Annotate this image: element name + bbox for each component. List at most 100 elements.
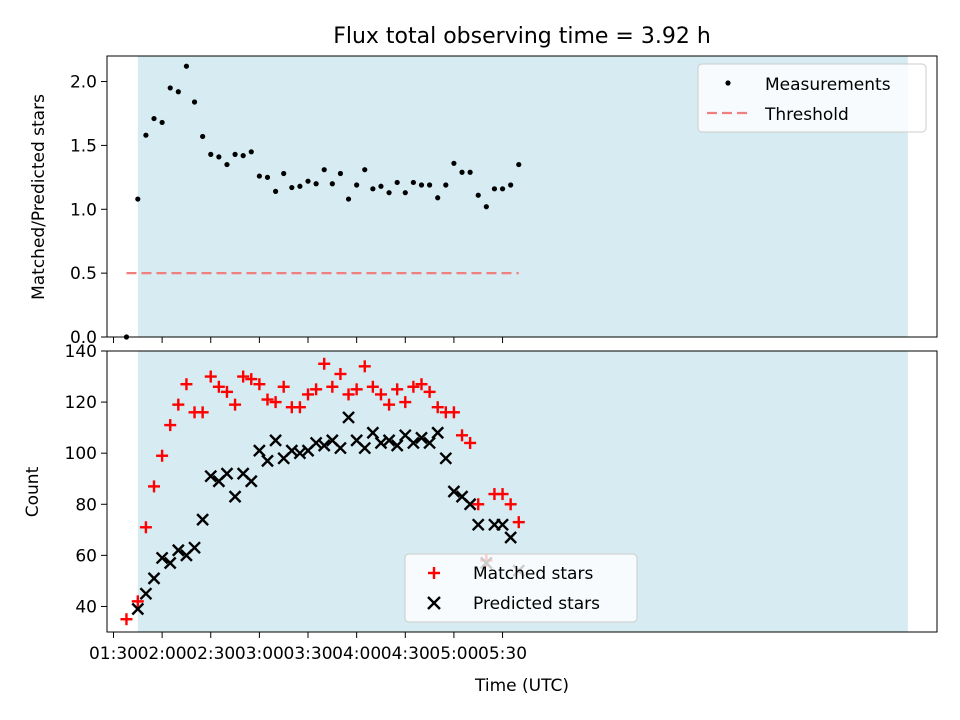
bottom-legend: Matched stars Predicted stars — [404, 553, 638, 623]
matched-star-point — [407, 380, 420, 393]
predicted-star-point — [390, 439, 404, 452]
predicted-star-point — [504, 531, 518, 544]
measurement-point — [135, 196, 141, 202]
measurement-point — [370, 186, 376, 192]
matched-star-point — [253, 378, 266, 391]
measurement-point — [345, 196, 352, 202]
predicted-star-point — [431, 426, 445, 440]
matched-star-point — [148, 480, 161, 493]
legend-predicted-marker — [427, 596, 441, 610]
measurement-point — [183, 63, 190, 69]
bottom-panel: 40 60 80 100 120 140 01:30 02:00 02:30 03:00 03:3… — [23, 342, 938, 696]
matched-star-point — [383, 398, 396, 411]
x-tick-label: 01:30 — [89, 644, 138, 664]
matched-star-point — [310, 383, 323, 396]
measurement-point — [313, 181, 319, 187]
matched-star-point — [326, 380, 339, 393]
legend-matched-marker — [428, 567, 440, 579]
measurement-point — [159, 119, 165, 126]
measurement-point — [281, 170, 287, 177]
measurement-point — [362, 167, 368, 173]
bottom-legend-box — [404, 553, 638, 623]
matched-star-point — [464, 436, 477, 449]
matched-star-point — [131, 595, 144, 608]
matched-star-point — [180, 378, 193, 391]
predicted-star-point — [261, 454, 274, 468]
predicted-star-point — [447, 485, 461, 498]
matched-star-point — [456, 429, 469, 442]
matched-star-point — [366, 380, 379, 393]
matched-star-point — [496, 488, 509, 501]
matched-star-point — [293, 401, 306, 414]
predicted-star-point — [471, 518, 485, 532]
y-tick-label: 1.0 — [70, 200, 97, 220]
y-tick-label: 100 — [65, 444, 97, 464]
matched-star-point — [196, 406, 209, 419]
top-panel: 0.00.51.01.52.0 Matched/Predicted stars … — [29, 55, 938, 348]
measurement-point — [410, 179, 416, 186]
measurement-point — [175, 89, 181, 95]
matched-star-point — [415, 378, 428, 391]
matched-star-point — [447, 406, 460, 419]
y-tick-label: 40 — [75, 597, 97, 617]
measurement-point — [216, 154, 222, 160]
legend-predicted-label: Predicted stars — [473, 594, 600, 614]
predicted-star-point — [366, 426, 380, 440]
measurement-point — [337, 170, 344, 177]
predicted-star-point — [407, 436, 420, 450]
top-plot-frame — [106, 55, 938, 338]
measurement-point — [418, 182, 425, 188]
x-tick-label: 02:30 — [186, 644, 235, 664]
measurement-point — [232, 151, 238, 157]
predicted-star-point — [293, 446, 307, 460]
predicted-star-point — [139, 587, 153, 601]
measurement-point — [483, 204, 489, 210]
bottom-x-axis: 01:30 02:00 02:30 03:00 03:30 04:00 04:30 05:00… — [89, 632, 527, 664]
predicted-star-point — [147, 572, 161, 585]
measurement-point — [329, 181, 335, 187]
predicted-star-point — [196, 513, 209, 526]
predicted-star-point — [171, 543, 185, 557]
measurement-point — [467, 169, 473, 175]
measurement-point — [321, 167, 327, 173]
matched-star-point — [399, 396, 412, 409]
measurement-point — [167, 85, 173, 91]
predicted-star-point — [317, 439, 331, 452]
measurement-point — [386, 190, 392, 196]
predicted-star-point — [253, 444, 266, 457]
matched-star-point — [120, 613, 133, 626]
predicted-star-point — [309, 436, 323, 450]
matched-star-point — [139, 521, 152, 534]
predicted-star-point — [358, 441, 372, 455]
measurement-point — [508, 182, 514, 188]
matched-star-point — [374, 388, 387, 401]
matched-star-point — [358, 360, 371, 373]
predicted-star-point — [244, 474, 258, 488]
measurements-series — [123, 63, 522, 340]
predicted-star-point — [374, 436, 388, 450]
x-tick-label: 03:00 — [235, 644, 284, 664]
measurement-point — [378, 183, 384, 189]
matched-star-point — [504, 498, 517, 511]
bottom-y-axis: 40 60 80 100 120 140 — [65, 342, 107, 617]
predicted-star-point — [342, 411, 355, 424]
measurement-point — [491, 186, 498, 192]
predicted-star-point — [439, 451, 453, 465]
y-tick-label: 60 — [75, 546, 97, 566]
measurement-point — [224, 161, 230, 168]
x-tick-label: 02:00 — [138, 644, 187, 664]
top-x-ticks — [112, 337, 504, 343]
matched-star-point — [156, 449, 169, 462]
matched-star-point — [269, 396, 282, 409]
measurement-point — [248, 149, 254, 155]
measurement-point — [297, 183, 303, 189]
matched-star-point — [302, 388, 315, 401]
predicted-star-point — [463, 497, 477, 511]
measurement-point — [499, 186, 506, 192]
matched-star-point — [391, 383, 404, 396]
matched-star-point — [431, 401, 444, 414]
predicted-star-point — [131, 602, 145, 616]
x-axis-label: Time (UTC) — [474, 676, 569, 696]
measurement-point — [516, 161, 522, 168]
